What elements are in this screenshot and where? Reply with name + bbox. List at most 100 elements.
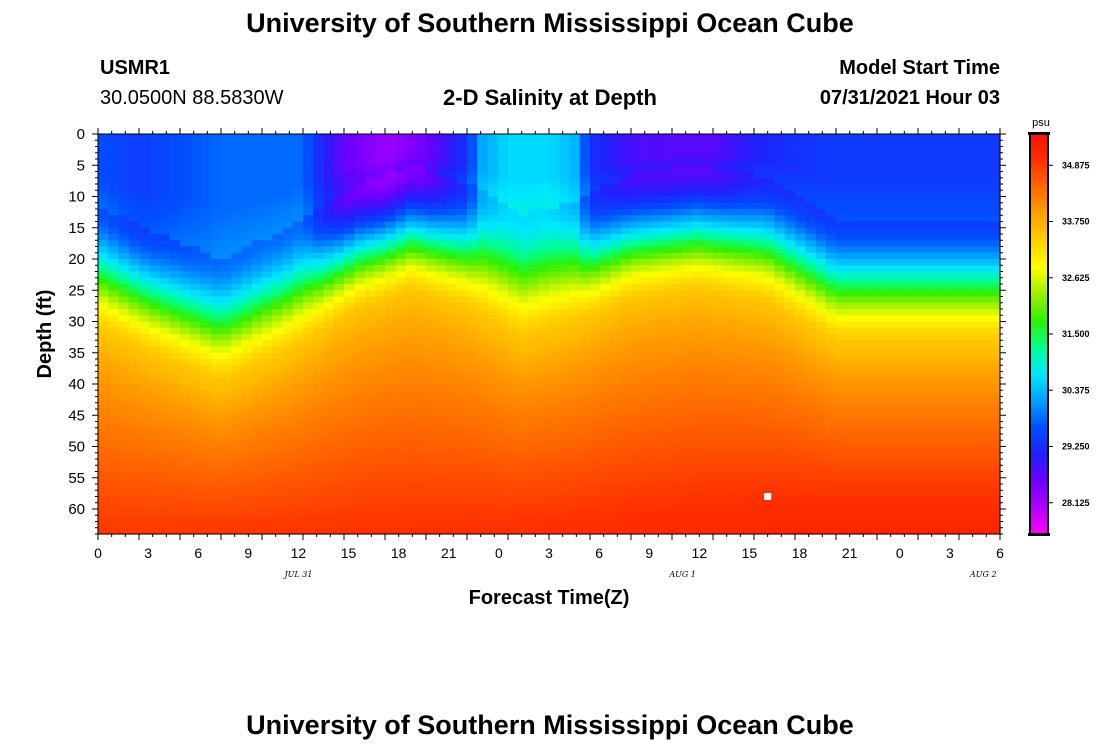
heatmap-cell xyxy=(436,384,448,391)
heatmap-cell xyxy=(487,159,499,166)
heatmap-cell xyxy=(303,159,314,166)
heatmap-cell xyxy=(692,384,704,391)
heatmap-cell xyxy=(774,215,786,223)
heatmap-cell xyxy=(723,365,735,373)
heatmap-cell xyxy=(497,484,509,491)
heatmap-cell xyxy=(139,390,150,398)
heatmap-cell xyxy=(395,527,407,535)
heatmap-cell xyxy=(518,265,530,273)
heatmap-cell xyxy=(713,309,724,316)
heatmap-cell xyxy=(528,171,540,179)
heatmap-cell xyxy=(436,409,448,416)
heatmap-cell xyxy=(815,165,827,173)
heatmap-cell xyxy=(538,190,550,198)
heatmap-cell xyxy=(98,159,109,166)
heatmap-cell xyxy=(559,165,571,173)
heatmap-cell xyxy=(241,427,253,435)
heatmap-cell xyxy=(795,159,806,166)
heatmap-cell xyxy=(210,471,222,479)
heatmap-cell xyxy=(200,346,212,354)
heatmap-cell xyxy=(600,459,612,466)
heatmap-cell xyxy=(292,252,304,260)
heatmap-cell xyxy=(323,227,335,235)
heatmap-cell xyxy=(569,234,581,241)
heatmap-cell xyxy=(98,321,109,329)
heatmap-cell xyxy=(200,202,212,210)
heatmap-cell xyxy=(702,440,714,448)
heatmap-cell xyxy=(538,427,550,435)
heatmap-cell xyxy=(590,352,601,360)
heatmap-cell xyxy=(456,290,468,298)
heatmap-cell xyxy=(774,177,786,185)
heatmap-cell xyxy=(190,427,202,435)
heatmap-cell xyxy=(682,234,694,241)
heatmap-cell xyxy=(313,390,325,398)
heatmap-cell xyxy=(487,359,499,366)
heatmap-cell xyxy=(836,265,847,273)
heatmap-cell xyxy=(241,184,253,191)
heatmap-cell xyxy=(661,252,673,260)
heatmap-cell xyxy=(631,165,642,173)
heatmap-cell xyxy=(303,502,314,510)
heatmap-cell xyxy=(436,284,448,291)
heatmap-cell xyxy=(579,359,591,366)
heatmap-cell xyxy=(600,309,612,316)
heatmap-cell xyxy=(190,315,202,323)
heatmap-cell xyxy=(169,340,181,348)
heatmap-cell xyxy=(313,284,325,291)
heatmap-cell xyxy=(200,496,212,504)
heatmap-cell xyxy=(426,196,437,204)
heatmap-cell xyxy=(784,265,796,273)
heatmap-cell xyxy=(579,234,591,241)
heatmap-cell xyxy=(713,484,724,491)
heatmap-cell xyxy=(805,221,817,229)
heatmap-cell xyxy=(815,309,827,316)
heatmap-cell xyxy=(672,321,683,329)
heatmap-cell xyxy=(784,240,796,248)
heatmap-cell xyxy=(446,240,458,248)
heatmap-cell xyxy=(139,377,150,385)
heatmap-cell xyxy=(692,502,704,510)
heatmap-cell xyxy=(385,140,396,148)
heatmap-cell xyxy=(333,402,345,410)
heatmap-cell xyxy=(559,402,571,410)
heatmap-cell xyxy=(323,509,335,516)
heatmap-cell xyxy=(733,484,745,491)
heatmap-cell xyxy=(672,390,683,398)
heatmap-cell xyxy=(692,327,704,335)
heatmap-cell xyxy=(795,527,806,535)
heatmap-cell xyxy=(344,440,355,448)
heatmap-cell xyxy=(395,240,407,248)
heatmap-cell xyxy=(569,490,581,498)
heatmap-cell xyxy=(108,465,120,473)
heatmap-cell xyxy=(508,434,519,441)
heatmap-cell xyxy=(374,465,386,473)
heatmap-cell xyxy=(374,234,386,241)
heatmap-cell xyxy=(128,427,140,435)
heatmap-cell xyxy=(108,371,120,379)
heatmap-cell xyxy=(866,427,878,435)
heatmap-cell xyxy=(313,296,325,304)
heatmap-cell xyxy=(846,440,858,448)
heatmap-cell xyxy=(723,465,735,473)
heatmap-cell xyxy=(323,390,335,398)
heatmap-cell xyxy=(754,371,765,379)
heatmap-cell xyxy=(549,459,560,466)
heatmap-cell xyxy=(805,496,817,504)
heatmap-cell xyxy=(446,196,458,204)
heatmap-cell xyxy=(538,446,550,454)
heatmap-cell xyxy=(108,259,120,266)
heatmap-cell xyxy=(723,196,735,204)
heatmap-cell xyxy=(210,140,222,148)
heatmap-cell xyxy=(251,390,263,398)
heatmap-cell xyxy=(569,196,581,204)
heatmap-cell xyxy=(569,396,581,404)
heatmap-cell xyxy=(415,215,427,223)
heatmap-cell xyxy=(651,146,663,154)
heatmap-cell xyxy=(815,377,827,385)
heatmap-cell xyxy=(518,290,530,298)
heatmap-cell xyxy=(108,377,120,385)
heatmap-cell xyxy=(784,409,796,416)
heatmap-cell xyxy=(436,484,448,491)
heatmap-cell xyxy=(887,259,899,266)
